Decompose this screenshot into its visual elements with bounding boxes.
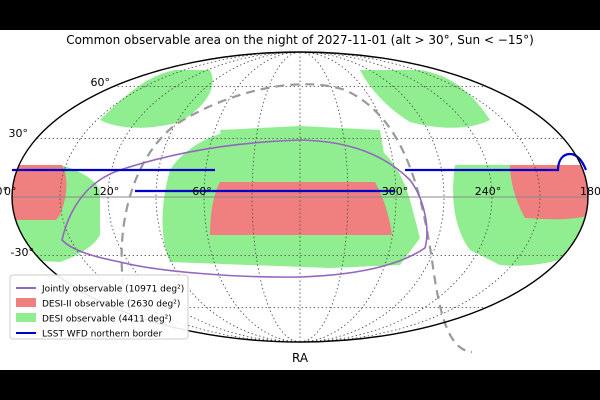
- x-tick-label: 60°: [192, 185, 212, 198]
- desi-region-northeast-cap: [360, 70, 490, 128]
- meridian-120: [299, 52, 493, 342]
- sky-map-chart: Common observable area on the night of 2…: [0, 33, 600, 365]
- lsst-wfd-border: [12, 152, 588, 193]
- meridian--120: [107, 52, 301, 342]
- plot-area: Common observable area on the night of 2…: [0, 30, 600, 370]
- x-tick-label: 180°: [580, 185, 600, 198]
- dashed-reference-curve: [120, 83, 473, 354]
- desi-region-upper-mid: [220, 126, 385, 160]
- x-axis-label: RA: [292, 351, 309, 365]
- legend-swatch-patch: [16, 298, 36, 307]
- meridian--30: [251, 52, 301, 342]
- x-tick-label: 0°: [4, 185, 17, 198]
- x-tick-label: 120°: [93, 185, 120, 198]
- meridian--90: [155, 52, 301, 342]
- desi2-region-center: [210, 182, 392, 235]
- legend-label: Jointly observable (10971 deg²): [41, 285, 184, 295]
- y-tick-label: -30°: [11, 246, 34, 259]
- projection-outline: [11, 51, 589, 343]
- legend: Jointly observable (10971 deg²) DESI-II o…: [9, 274, 189, 340]
- y-tick-label: 30°: [9, 127, 29, 140]
- legend-label: LSST WFD northern border: [42, 330, 162, 340]
- legend-label: DESI observable (4411 deg²): [42, 315, 172, 325]
- jointly-observable-outline: [61, 139, 428, 278]
- desi2-region-left: [12, 165, 67, 220]
- desi-region-north-cap: [100, 70, 213, 128]
- y-tick-label: 0°: [0, 185, 8, 198]
- x-tick-label: 300°: [382, 185, 409, 198]
- meridian-150: [299, 52, 541, 342]
- x-tick-label: 240°: [475, 185, 502, 198]
- x-tick-labels: 180° 240° 300° 60° 120° 0°: [4, 185, 600, 198]
- meridian-30: [299, 52, 349, 342]
- y-tick-labels: 60° 30° 0° -30°: [0, 76, 110, 259]
- graticule: [12, 52, 588, 342]
- lsst-border-segment-right: [405, 152, 588, 172]
- meridian--60: [203, 52, 301, 342]
- chart-title: Common observable area on the night of 2…: [66, 33, 534, 47]
- regions-layer: [12, 70, 588, 268]
- legend-box: [9, 274, 189, 340]
- legend-swatch-patch: [16, 313, 36, 322]
- desi2-region-right: [510, 165, 588, 220]
- legend-label: DESI-II observable (2630 deg²): [42, 300, 180, 310]
- meridian-60: [299, 52, 397, 342]
- y-tick-label: 60°: [91, 76, 111, 89]
- meridian-90: [299, 52, 445, 342]
